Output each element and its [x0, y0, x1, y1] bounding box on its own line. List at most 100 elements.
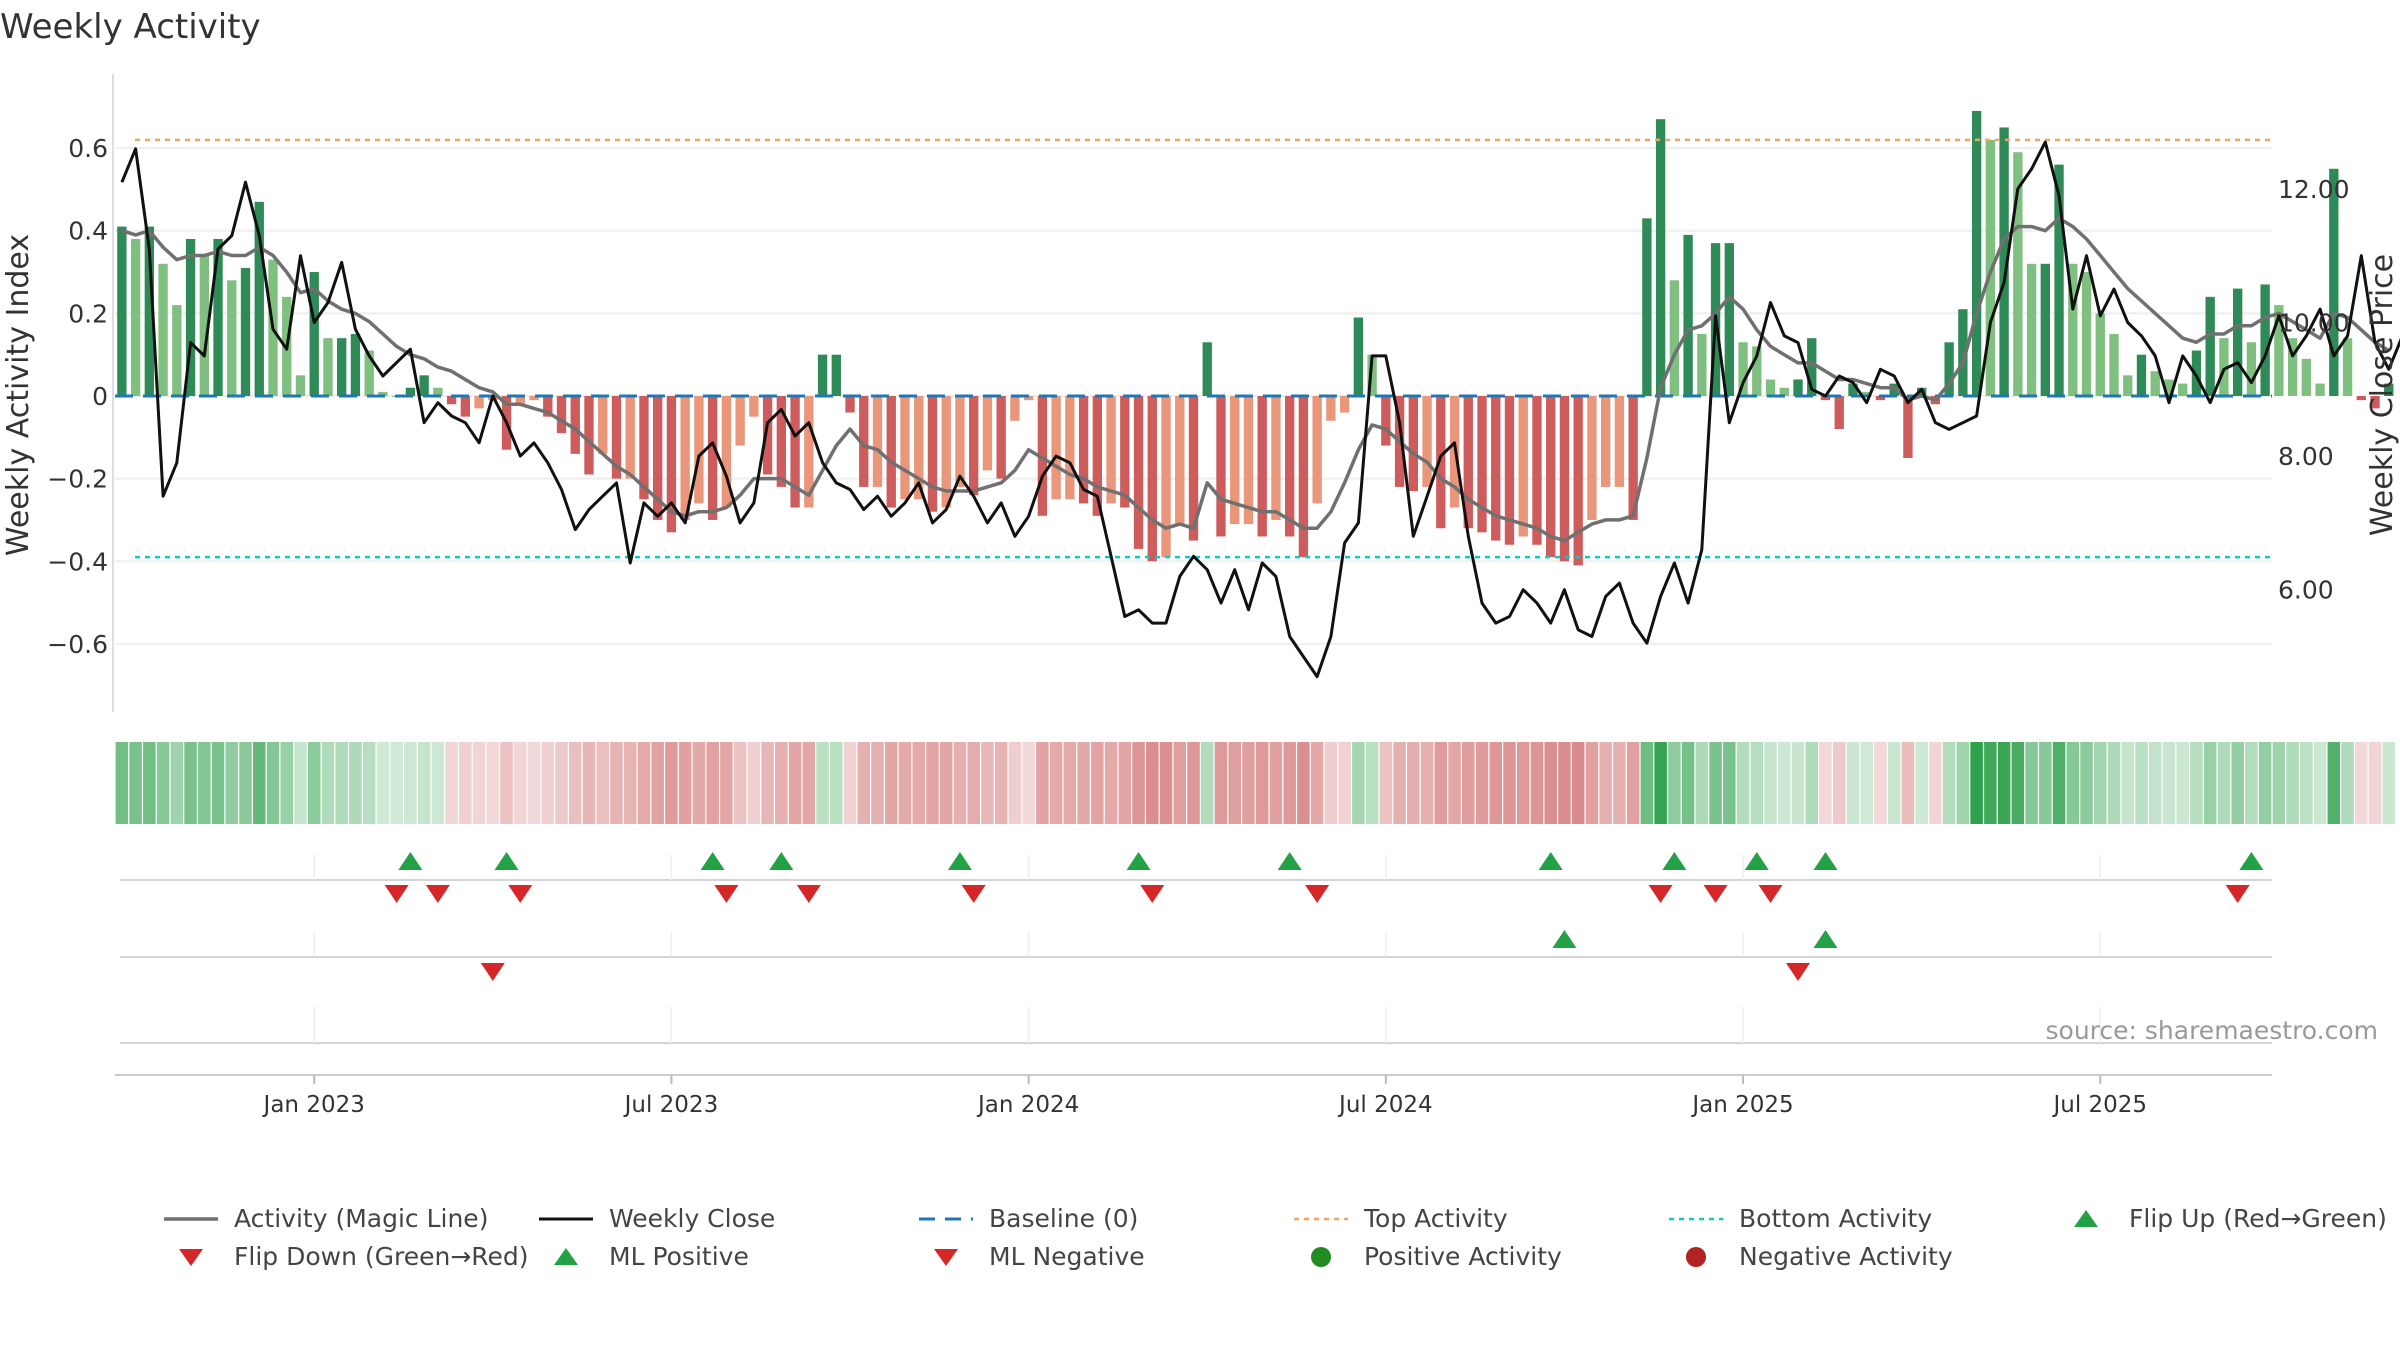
activity-bar [1862, 391, 1872, 396]
heat-cell [1860, 742, 1873, 824]
heat-cell [857, 742, 871, 824]
heat-cell [1668, 742, 1681, 824]
flip-down-marker [1140, 885, 1165, 903]
activity-bar [817, 354, 828, 396]
heat-cell [582, 742, 596, 824]
activity-bar [749, 396, 759, 417]
heat-cell [156, 742, 170, 824]
activity-bar [639, 396, 649, 500]
activity-bar [1326, 396, 1336, 421]
activity-bar [2178, 383, 2188, 396]
heat-cell [2066, 742, 2080, 824]
heat-cell [1063, 742, 1077, 824]
flip-up-marker [494, 852, 519, 870]
activity-bar [2356, 396, 2366, 401]
activity-bar [1216, 396, 1226, 537]
activity-bar [2342, 338, 2353, 396]
reference-lines [115, 138, 2272, 559]
heat-cell [1393, 742, 1406, 824]
activity-bar [2081, 272, 2092, 396]
heat-cell [2217, 742, 2231, 824]
ml-positive-marker [1813, 930, 1838, 948]
heat-cell [1104, 742, 1118, 824]
flip-up-marker [398, 852, 423, 870]
activity-bar [1559, 396, 1570, 562]
legend-key-flip-up [2074, 1209, 2098, 1227]
heat-cell [1091, 742, 1104, 824]
activity-bar [914, 396, 924, 500]
heat-cell [307, 742, 321, 824]
heat-cell [555, 742, 568, 824]
activity-bar [1875, 396, 1886, 401]
heat-cell [1255, 742, 1269, 824]
heat-cell [1695, 742, 1709, 824]
heat-cell [211, 742, 225, 824]
activity-bar [1243, 396, 1254, 525]
flip-up-marker [1662, 852, 1687, 870]
activity-bar [1491, 396, 1501, 541]
heat-cell [1984, 742, 1997, 824]
heat-cell [376, 742, 390, 824]
heat-cell [1159, 742, 1173, 824]
heat-cell [1901, 742, 1915, 824]
activity-bar [1958, 309, 1968, 396]
legend-key-flip-down [179, 1248, 203, 1266]
heat-cell [967, 742, 980, 824]
heat-cell [802, 742, 816, 824]
activity-bar [556, 396, 567, 434]
x-tick-label: Jan 2024 [976, 1092, 1079, 1118]
activity-bar [2150, 371, 2160, 396]
heat-cell [2286, 742, 2299, 824]
heat-cell [678, 742, 692, 824]
y-tick-label: 0.6 [68, 134, 108, 163]
heat-cell [2300, 742, 2313, 824]
activity-bar [1408, 396, 1418, 492]
heat-cell [1434, 742, 1448, 824]
activity-bar [1944, 342, 1954, 396]
heat-cell [280, 742, 294, 824]
y-axis: −0.6 −0.4 −0.2 0 0.2 0.4 0.6 [47, 134, 108, 659]
activity-bar [1614, 396, 1625, 487]
heat-cell [884, 742, 898, 824]
flip-down-marker [796, 885, 821, 903]
heat-cell [1626, 742, 1640, 824]
y2-axis: 6.00 8.00 10.00 12.00 [2278, 175, 2350, 605]
activity-bar [1628, 396, 1638, 520]
heat-cell [692, 742, 706, 824]
heat-cell [1723, 742, 1736, 824]
legend-key-close [539, 1217, 593, 1220]
ml-negative-marker [1786, 963, 1811, 981]
heat-cell [2039, 742, 2052, 824]
activity-bar [859, 396, 869, 487]
heat-cell [1132, 742, 1145, 824]
heat-cell [568, 742, 582, 824]
activity-bar [1587, 396, 1597, 520]
heat-cell [2011, 742, 2025, 824]
heat-cell [981, 742, 994, 824]
flip-down-marker [1703, 885, 1728, 903]
heat-cell [294, 742, 307, 824]
heat-cell [1036, 742, 1049, 824]
heat-cell [830, 742, 843, 824]
activity-bar [240, 267, 251, 396]
activity-bar [1683, 234, 1693, 396]
heat-cell [747, 742, 761, 824]
activity-bar [2384, 383, 2394, 396]
heat-cell [816, 742, 829, 824]
heat-cell [1407, 742, 1420, 824]
heat-cell [665, 742, 678, 824]
activity-bar [213, 239, 223, 396]
activity-bar [598, 396, 608, 454]
heat-cell [115, 742, 129, 824]
heat-cell [898, 742, 912, 824]
heat-cell [239, 742, 252, 824]
activity-bar [2232, 288, 2243, 396]
activity-bar [1765, 379, 1776, 396]
activity-bar [1065, 396, 1075, 500]
heat-cell [1338, 742, 1351, 824]
heat-cell [2093, 742, 2107, 824]
activity-bar [831, 354, 841, 396]
legend-key-neg-act [1686, 1246, 1706, 1267]
activity-bar [350, 334, 361, 396]
activity-bar [158, 263, 168, 396]
